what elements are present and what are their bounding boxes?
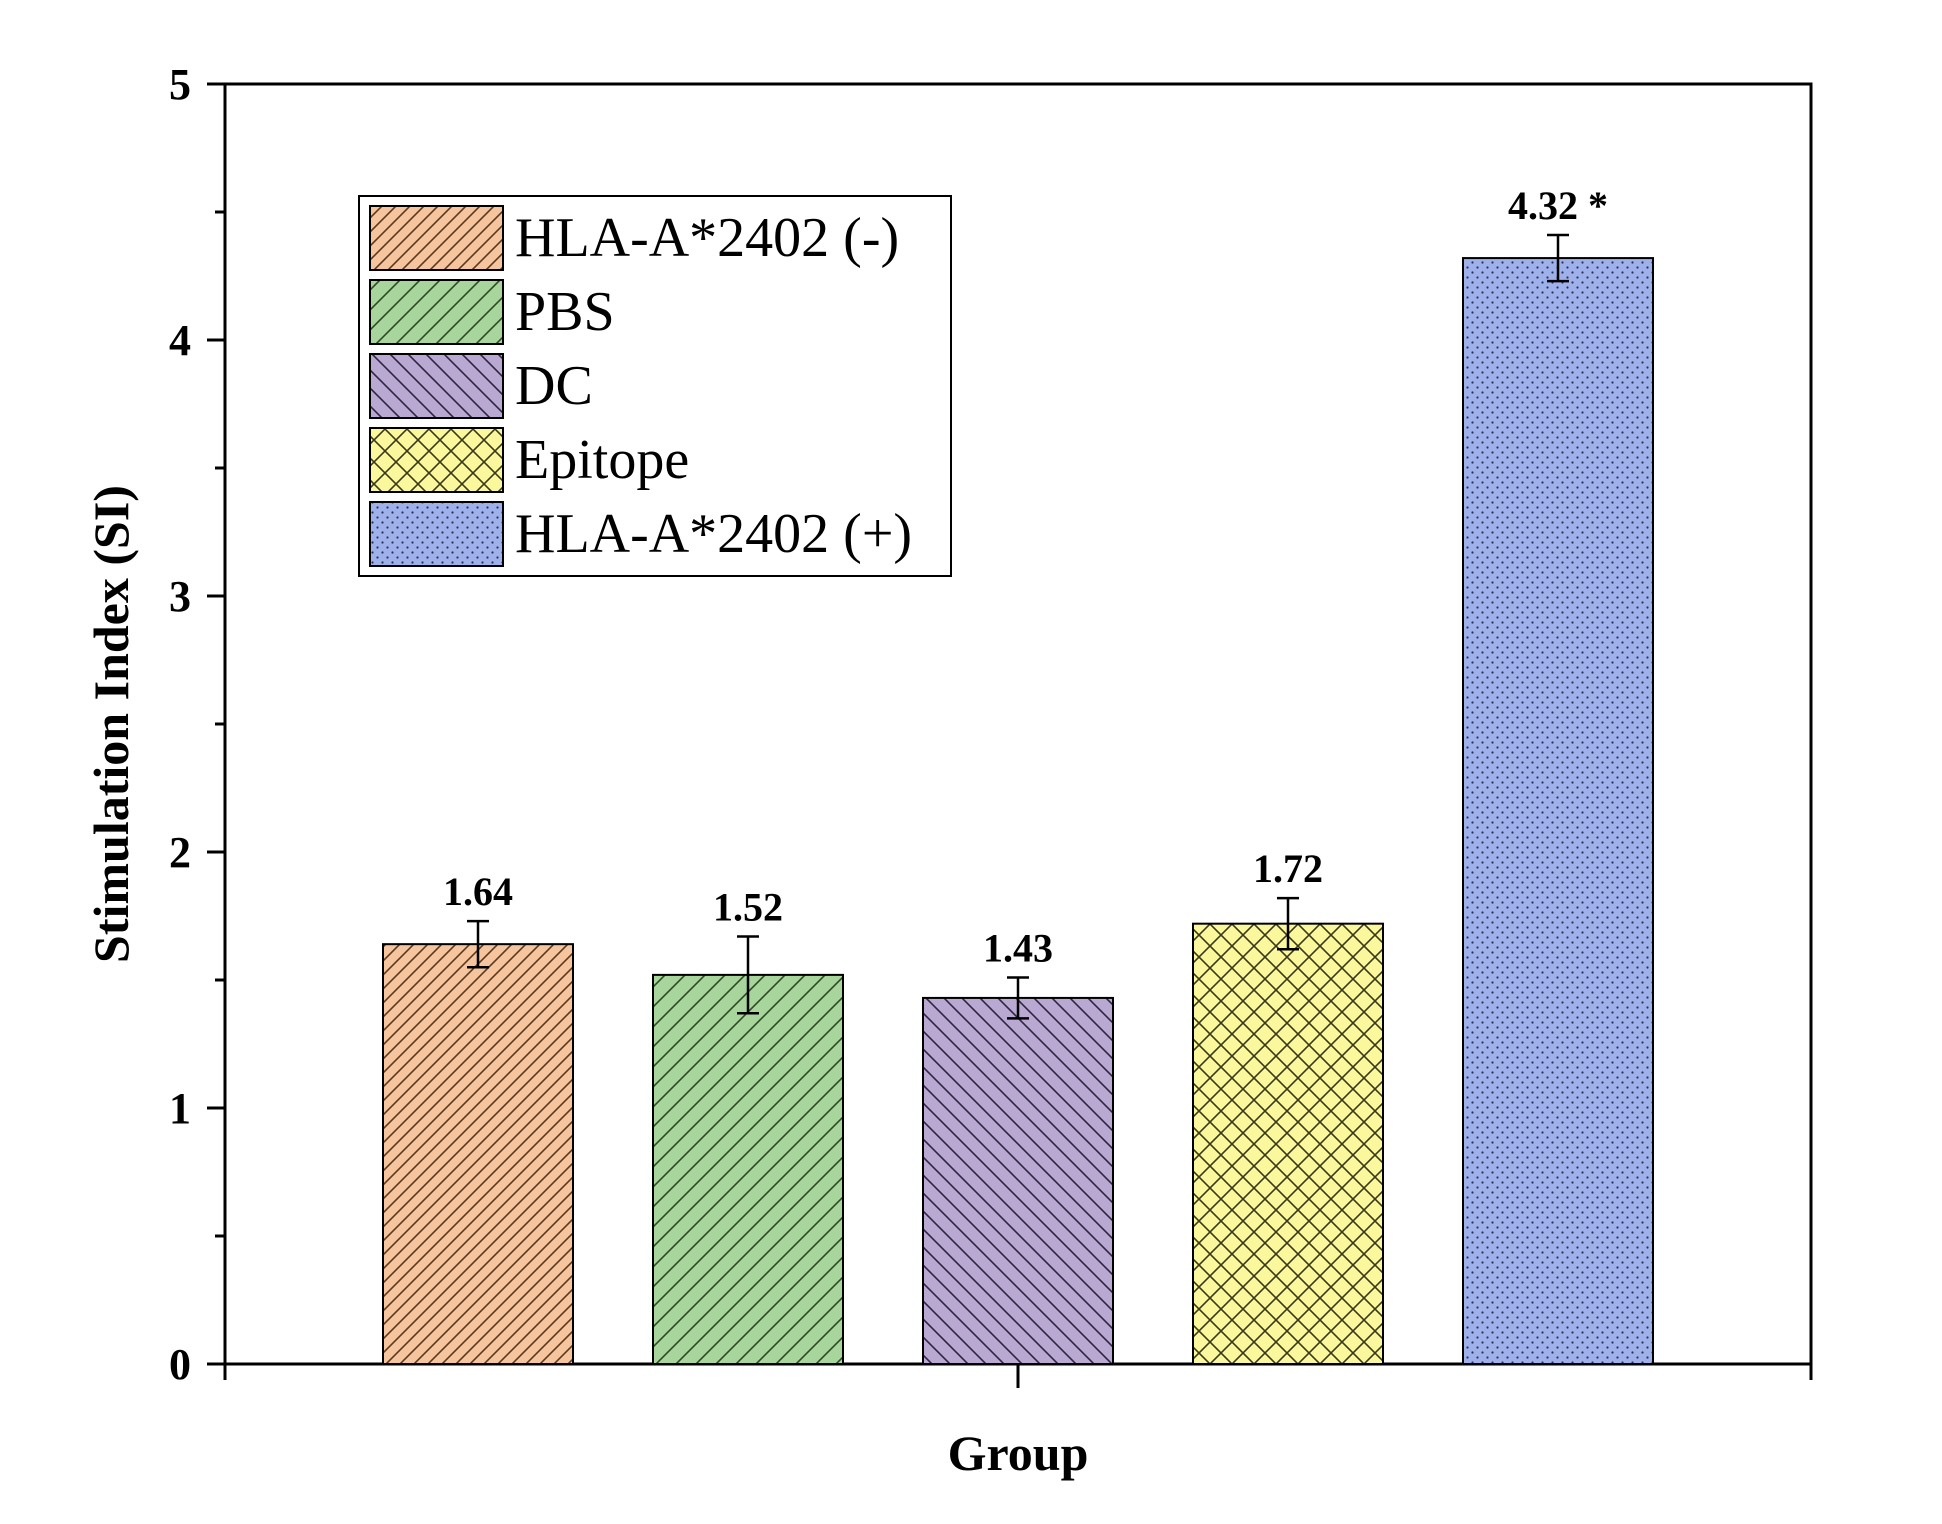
x-axis bbox=[223, 1364, 1813, 1388]
bar-0 bbox=[382, 943, 574, 1365]
data-label-3: 1.72 bbox=[1253, 846, 1323, 891]
bar-1 bbox=[652, 973, 844, 1365]
y-tick-label: 5 bbox=[169, 60, 191, 109]
bar-2 bbox=[922, 996, 1114, 1365]
y-tick-label: 3 bbox=[169, 572, 191, 621]
y-tick-label: 2 bbox=[169, 828, 191, 877]
data-label-0: 1.64 bbox=[443, 869, 513, 914]
data-label-1: 1.52 bbox=[713, 884, 783, 929]
legend-swatch-2 bbox=[369, 353, 504, 419]
y-tick-label: 0 bbox=[169, 1340, 191, 1389]
legend: HLA-A*2402 (-) PBS DC Epitope HLA-A*2402 (+) bbox=[358, 195, 952, 577]
bars-group bbox=[382, 257, 1654, 1366]
data-label-2: 1.43 bbox=[983, 925, 1053, 970]
legend-swatch-1 bbox=[369, 279, 504, 345]
legend-swatch-0 bbox=[369, 205, 504, 271]
legend-swatch-3 bbox=[369, 427, 504, 493]
y-tick-label: 4 bbox=[169, 316, 191, 365]
bar-3 bbox=[1192, 922, 1384, 1365]
legend-label-0: HLA-A*2402 (-) bbox=[515, 207, 899, 269]
legend-label-1: PBS bbox=[515, 281, 615, 343]
data-label-4: 4.32 * bbox=[1508, 183, 1608, 228]
legend-label-3: Epitope bbox=[515, 429, 689, 491]
bar-4 bbox=[1462, 257, 1654, 1366]
legend-label-2: DC bbox=[515, 355, 593, 417]
error-bars-group bbox=[467, 233, 1569, 1020]
x-axis-title: Group bbox=[948, 1425, 1089, 1481]
y-axis: 0 1 2 3 4 5 bbox=[169, 60, 225, 1389]
data-labels-group: 1.64 1.52 1.43 1.72 4.32 * bbox=[443, 183, 1608, 970]
legend-label-4: HLA-A*2402 (+) bbox=[515, 503, 912, 565]
y-tick-label: 1 bbox=[169, 1084, 191, 1133]
y-axis-title: Stimulation Index (SI) bbox=[83, 485, 139, 963]
legend-swatch-4 bbox=[369, 501, 504, 567]
